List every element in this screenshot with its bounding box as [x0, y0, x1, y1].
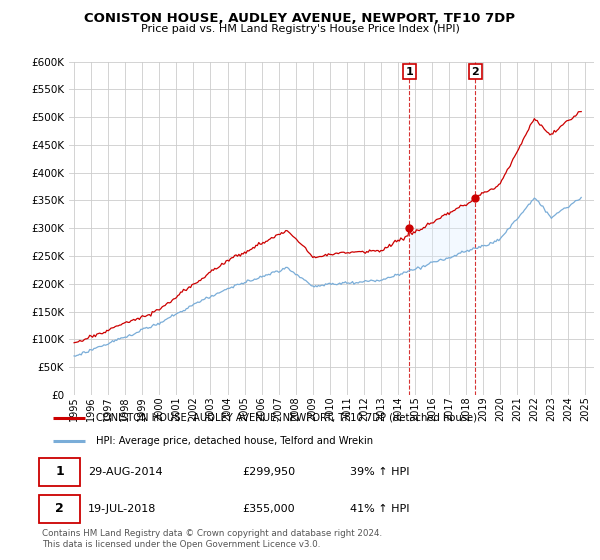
FancyBboxPatch shape [40, 458, 80, 486]
Text: CONISTON HOUSE, AUDLEY AVENUE, NEWPORT, TF10 7DP: CONISTON HOUSE, AUDLEY AVENUE, NEWPORT, … [85, 12, 515, 25]
Text: 39% ↑ HPI: 39% ↑ HPI [350, 467, 409, 477]
Text: 41% ↑ HPI: 41% ↑ HPI [350, 504, 409, 514]
Text: 1: 1 [406, 67, 413, 77]
Text: 2: 2 [55, 502, 64, 515]
Text: 19-JUL-2018: 19-JUL-2018 [88, 504, 156, 514]
Text: 2: 2 [472, 67, 479, 77]
Text: CONISTON HOUSE, AUDLEY AVENUE, NEWPORT, TF10 7DP (detached house): CONISTON HOUSE, AUDLEY AVENUE, NEWPORT, … [96, 413, 477, 423]
Text: 1: 1 [55, 465, 64, 478]
Text: £299,950: £299,950 [242, 467, 295, 477]
Text: 29-AUG-2014: 29-AUG-2014 [88, 467, 163, 477]
Text: £355,000: £355,000 [242, 504, 295, 514]
Text: Contains HM Land Registry data © Crown copyright and database right 2024.
This d: Contains HM Land Registry data © Crown c… [42, 529, 382, 549]
Text: Price paid vs. HM Land Registry's House Price Index (HPI): Price paid vs. HM Land Registry's House … [140, 24, 460, 34]
Text: HPI: Average price, detached house, Telford and Wrekin: HPI: Average price, detached house, Telf… [96, 436, 373, 446]
FancyBboxPatch shape [40, 495, 80, 523]
